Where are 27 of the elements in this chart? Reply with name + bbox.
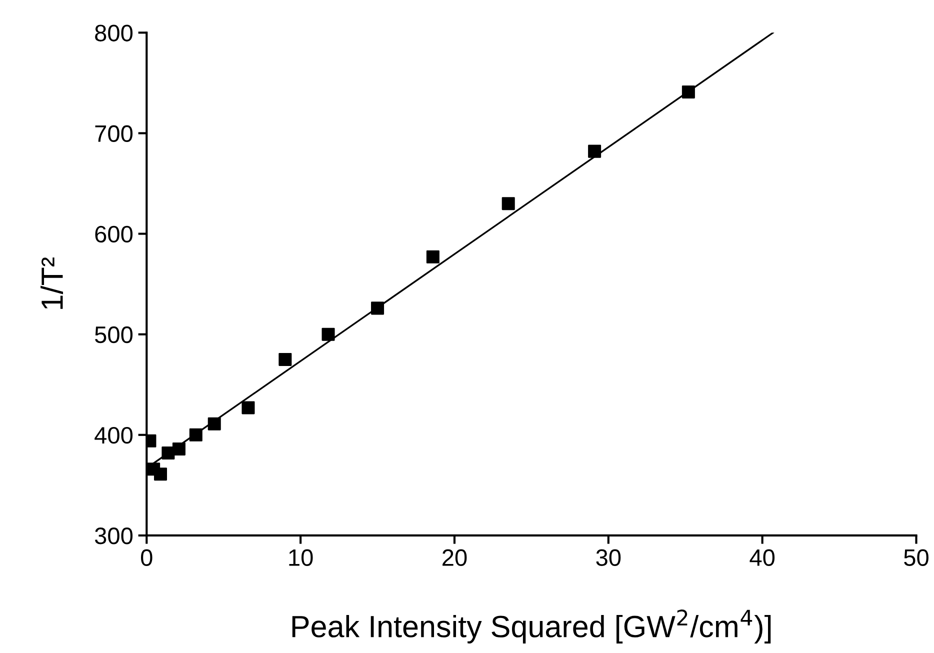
y-tick-label: 300 bbox=[94, 528, 133, 544]
y-tick-label: 700 bbox=[95, 125, 133, 142]
x-tick-label: 20 bbox=[442, 549, 467, 566]
point bbox=[189, 428, 202, 442]
point bbox=[172, 442, 186, 456]
x-tick-label: 0 bbox=[140, 549, 152, 566]
y-tick-label: 400 bbox=[94, 426, 133, 444]
y-tick-label: 600 bbox=[95, 226, 133, 243]
point bbox=[242, 401, 255, 414]
point bbox=[682, 85, 695, 98]
y-tick-label: 800 bbox=[95, 24, 133, 42]
x-tick-label: 50 bbox=[904, 549, 928, 566]
point bbox=[208, 417, 221, 430]
x-tick-label: 30 bbox=[596, 549, 621, 566]
y-tick-label: 500 bbox=[95, 326, 133, 344]
point bbox=[154, 468, 167, 481]
point bbox=[322, 328, 335, 341]
point bbox=[426, 250, 440, 264]
y-axis-title: 1/T² bbox=[40, 257, 64, 309]
point bbox=[588, 144, 602, 158]
point bbox=[371, 302, 384, 315]
point bbox=[278, 352, 292, 366]
x-tick-label: 10 bbox=[289, 549, 313, 566]
point bbox=[162, 446, 175, 460]
point bbox=[502, 197, 515, 210]
x-tick-label: 40 bbox=[750, 549, 775, 566]
x-axis-title: Peak Intensity Squared [GW$^{2}$/cm$^{4}$)] bbox=[292, 610, 771, 644]
